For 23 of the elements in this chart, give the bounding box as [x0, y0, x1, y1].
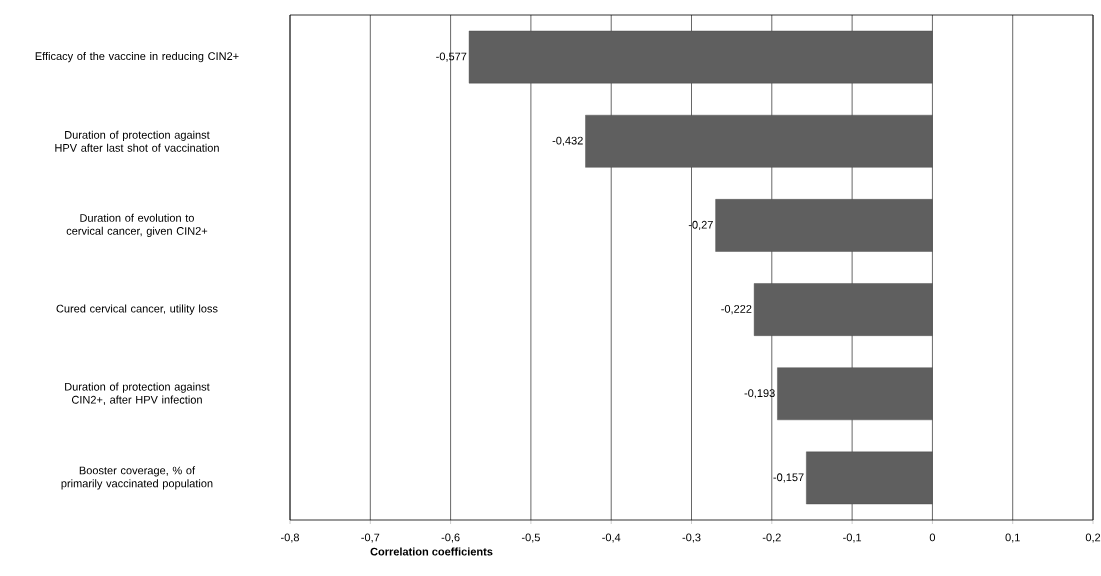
data-label: -0,577 — [436, 52, 467, 62]
x-tick-label: -0,8 — [281, 533, 299, 543]
data-label: -0,432 — [552, 136, 583, 146]
data-label: -0,222 — [721, 305, 752, 315]
y-tick-label: Booster coverage, % of primarily vaccinated population — [61, 466, 213, 490]
x-tick-label: -0,1 — [843, 533, 862, 543]
y-tick-label: Efficacy of the vaccine in reducing CIN2+ — [35, 51, 239, 63]
x-tick-label: -0,7 — [361, 533, 380, 543]
x-tick-label: -0,4 — [602, 533, 621, 543]
y-tick-label: Cured cervical cancer, utility loss — [56, 304, 218, 315]
y-tick-label: Duration of protection against CIN2+, after HPV infection — [65, 382, 210, 405]
y-tick-label: Duration of protection against HPV after last shot of vaccination — [55, 130, 219, 152]
x-tick-label: -0,3 — [682, 533, 701, 543]
x-tick-label: -0,2 — [762, 533, 781, 543]
data-label: -0,157 — [773, 473, 804, 483]
x-tick-label: 0 — [929, 533, 936, 542]
data-label: -0,193 — [744, 389, 775, 399]
y-tick-label: Duration of evolution to cervical cancer, given CIN2+ — [66, 213, 208, 238]
x-axis-title: Correlation coefficients — [370, 547, 493, 556]
x-tick-label: -0,5 — [521, 533, 540, 543]
x-tick-label: 0,1 — [1005, 533, 1020, 543]
x-tick-label: -0,6 — [441, 533, 460, 543]
x-tick-label: 0,2 — [1085, 533, 1101, 543]
